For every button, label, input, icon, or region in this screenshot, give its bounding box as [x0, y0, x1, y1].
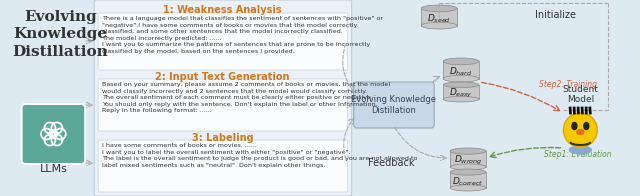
Bar [421, 8, 457, 26]
Text: There is a language model that classifies the sentiment of sentences with "posit: There is a language model that classifie… [102, 16, 383, 54]
Ellipse shape [443, 96, 479, 102]
Ellipse shape [450, 148, 486, 154]
Text: Evolving
Knowledge
Distillation: Evolving Knowledge Distillation [13, 10, 108, 59]
Text: Step1: Evaluation: Step1: Evaluation [543, 150, 611, 159]
Text: Step2: Training: Step2: Training [539, 80, 596, 89]
Ellipse shape [450, 185, 486, 191]
Ellipse shape [421, 22, 457, 29]
Text: Based on your summary, please assume 2 comments of books or movies, that the mod: Based on your summary, please assume 2 c… [102, 82, 390, 113]
Ellipse shape [421, 5, 457, 12]
Text: $D_{hard}$: $D_{hard}$ [449, 65, 473, 78]
Text: LLMs: LLMs [40, 164, 67, 174]
Text: $D_{correct}$: $D_{correct}$ [452, 175, 484, 188]
Text: Student
Model: Student Model [563, 85, 598, 104]
FancyBboxPatch shape [98, 13, 348, 70]
Bar [450, 172, 486, 188]
Ellipse shape [570, 146, 591, 154]
Text: I have some comments of books or movies. ......
I want you to label the overall : I have some comments of books or movies.… [102, 143, 418, 168]
Ellipse shape [443, 82, 479, 88]
Ellipse shape [584, 122, 589, 130]
Text: 1: Weakness Analysis: 1: Weakness Analysis [163, 5, 282, 15]
Text: Initialize: Initialize [535, 10, 576, 20]
Ellipse shape [450, 169, 486, 175]
FancyBboxPatch shape [22, 104, 85, 164]
Circle shape [563, 113, 597, 147]
Ellipse shape [577, 130, 584, 134]
FancyBboxPatch shape [98, 79, 348, 131]
Text: Evolving Knowledge
Distillation: Evolving Knowledge Distillation [351, 95, 436, 115]
Ellipse shape [450, 164, 486, 170]
Ellipse shape [443, 75, 479, 82]
Bar [450, 151, 486, 167]
Text: $D_{easy}$: $D_{easy}$ [449, 87, 473, 100]
Text: Feedback: Feedback [368, 158, 415, 168]
FancyBboxPatch shape [354, 82, 434, 128]
FancyBboxPatch shape [98, 140, 348, 192]
Ellipse shape [443, 58, 479, 65]
Text: $D_{wrong}$: $D_{wrong}$ [454, 154, 482, 167]
FancyBboxPatch shape [94, 0, 351, 196]
Bar [443, 85, 479, 99]
Ellipse shape [572, 122, 577, 130]
Bar [443, 61, 479, 79]
Text: 3: Labeling: 3: Labeling [191, 133, 253, 143]
Text: $D_{seed}$: $D_{seed}$ [427, 12, 451, 25]
Text: 2: Input Text Generation: 2: Input Text Generation [155, 72, 290, 82]
